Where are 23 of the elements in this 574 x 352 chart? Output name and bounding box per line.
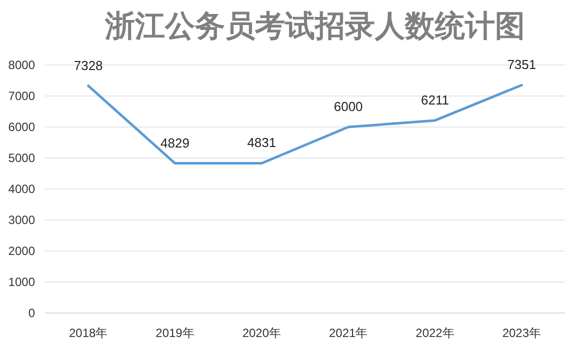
x-tick-label: 2019年 (156, 326, 194, 340)
data-label: 4831 (247, 135, 276, 150)
y-tick-label: 6000 (8, 120, 36, 134)
y-tick-label: 8000 (8, 58, 36, 72)
y-tick-label: 7000 (8, 89, 36, 103)
x-tick-label: 2023年 (502, 326, 542, 340)
x-tick-label: 2022年 (416, 326, 454, 340)
y-tick-label: 3000 (8, 213, 36, 227)
x-tick-label: 2020年 (242, 326, 282, 340)
y-tick-label: 5000 (8, 151, 36, 165)
data-label: 6211 (421, 92, 449, 108)
data-label: 6000 (334, 99, 363, 114)
y-tick-label: 4000 (8, 182, 36, 196)
y-tick-label: 0 (28, 306, 36, 320)
y-tick-label: 2000 (8, 244, 36, 258)
data-label: 4829 (160, 135, 190, 150)
data-label: 7351 (507, 57, 536, 72)
x-tick-label: 2021年 (328, 326, 368, 340)
x-tick-label: 2018年 (68, 326, 108, 340)
title: 浙江公务员考试招录人数统计图 (105, 9, 525, 44)
line-series (87, 84, 523, 165)
data-label: 7328 (74, 58, 103, 73)
y-tick-label: 1000 (8, 275, 36, 289)
